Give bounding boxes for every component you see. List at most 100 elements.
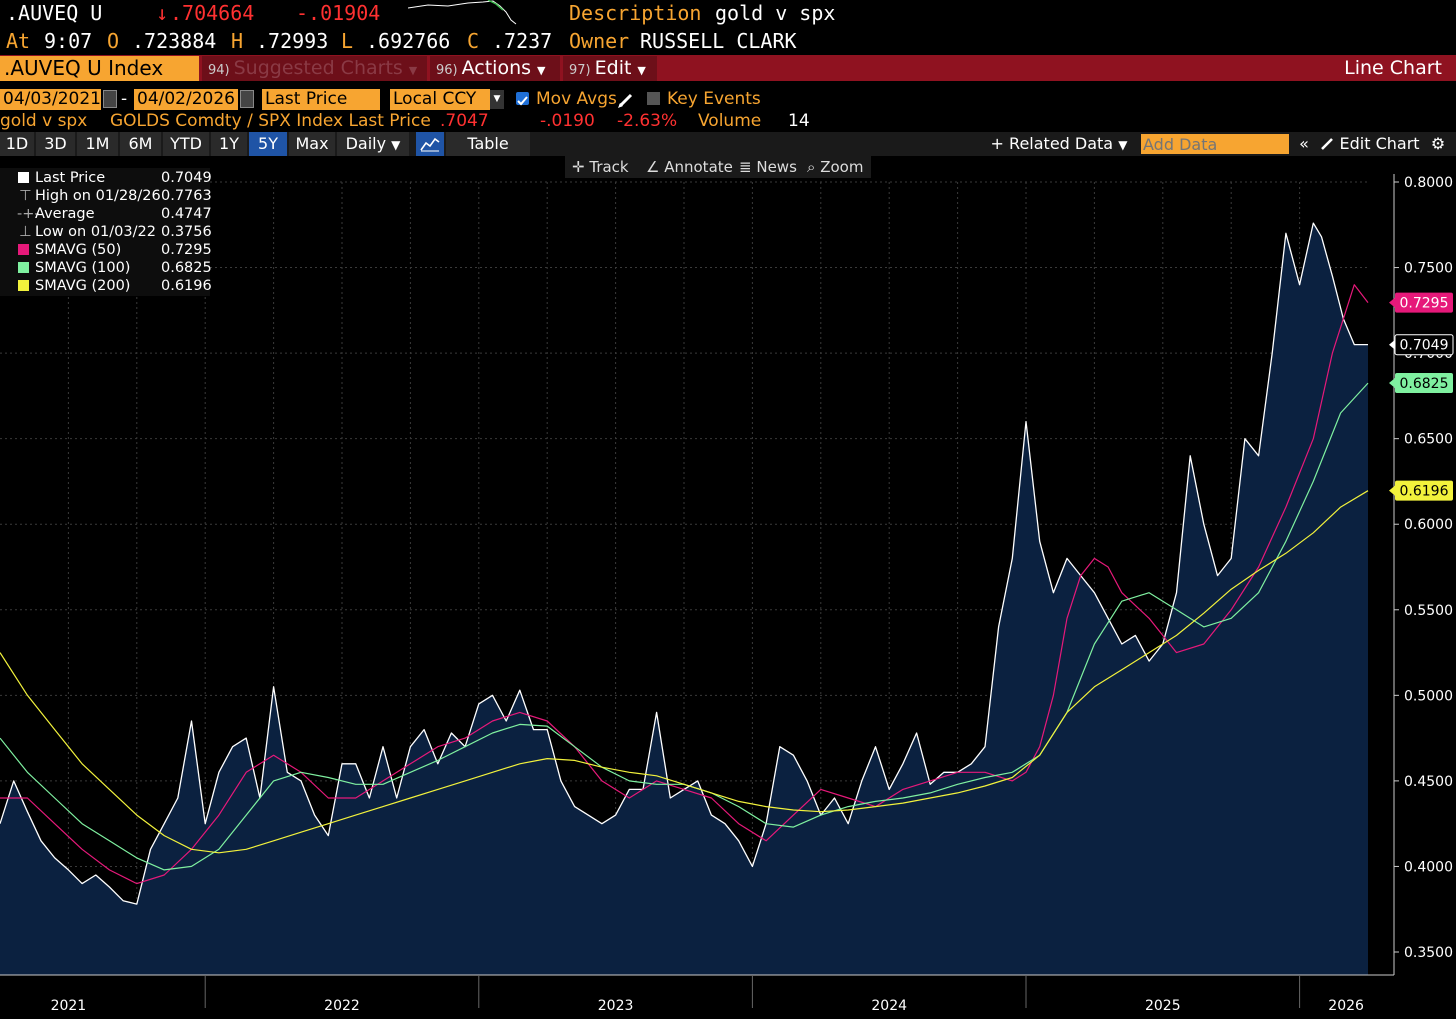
legend-swatch: [18, 244, 29, 255]
chart-legend: [0, 168, 210, 296]
security-field[interactable]: .AUVEQ U Index: [0, 56, 199, 81]
zoom-tool[interactable]: ⌕ Zoom: [807, 156, 863, 178]
table-button[interactable]: Table: [446, 132, 530, 156]
x-tick-label: 2026: [1328, 998, 1364, 1014]
check-icon: [517, 96, 528, 106]
calendar-icon[interactable]: [240, 90, 254, 108]
owner-value: RUSSELL CLARK: [640, 29, 797, 53]
mov-avgs-label: Mov Avgs: [536, 89, 617, 109]
suggested-charts-menu[interactable]: 94) Suggested Charts ▼: [202, 56, 427, 81]
gear-icon[interactable]: ⚙: [1427, 132, 1449, 156]
change-arrow: ↓: [156, 1, 169, 25]
news-tool[interactable]: ≣ News: [739, 156, 797, 178]
average-marker-icon: -+-: [17, 206, 40, 222]
period-max[interactable]: Max: [289, 132, 335, 156]
legend-item-last-price[interactable]: Last Price 0.7049: [6, 169, 212, 187]
crosshair-icon: ✛: [572, 158, 585, 176]
period-5y[interactable]: 5Y: [249, 132, 287, 156]
mov-avgs-checkbox[interactable]: [516, 92, 529, 106]
value-tag-pointer: [1389, 485, 1395, 496]
field-select[interactable]: Last Price: [262, 89, 380, 110]
legend-label: SMAVG (200): [35, 278, 131, 294]
search-icon: ⌕: [807, 158, 816, 176]
x-tick-label: 2024: [871, 998, 907, 1014]
menu-label: Actions: [461, 57, 532, 79]
menu-num: 96): [436, 63, 458, 78]
calendar-icon[interactable]: [103, 90, 117, 108]
series-line-smavg-200: [0, 490, 1369, 854]
description-value: gold v spx: [715, 1, 836, 25]
legend-value: 0.7049: [161, 170, 212, 186]
legend-value: 0.4747: [161, 206, 212, 222]
end-date-field[interactable]: 04/02/2026: [134, 89, 238, 110]
series-change: -.0190: [540, 111, 595, 131]
legend-swatch: [18, 172, 29, 183]
start-date-field[interactable]: 04/03/2021: [0, 89, 101, 110]
value-tag-label: 0.6196: [1400, 484, 1449, 500]
volume-label: Volume: [698, 111, 762, 131]
x-tick-label: 2023: [598, 998, 634, 1014]
actions-menu[interactable]: 96) Actions ▼: [430, 56, 560, 81]
y-tick-label: 0.7500: [1404, 261, 1453, 277]
net-change: -.01904: [296, 1, 381, 25]
edit-chart-button[interactable]: Edit Chart: [1320, 132, 1420, 156]
series-info-row: gold v spx: [0, 111, 87, 132]
edit-chart-label: Edit Chart: [1339, 134, 1420, 153]
legend-value: 0.7763: [161, 188, 212, 204]
legend-label: Low on 01/03/22: [35, 224, 156, 240]
chart-type-label[interactable]: Line Chart: [1344, 57, 1442, 79]
y-tick-label: 0.6000: [1404, 517, 1453, 533]
annotate-label: Annotate: [664, 158, 733, 176]
period-6m[interactable]: 6M: [120, 132, 161, 156]
value-tag-box: [1395, 292, 1453, 313]
legend-label: Last Price: [35, 170, 106, 186]
currency-select[interactable]: Local CCY: [390, 89, 490, 110]
value-tag-label: 0.7049: [1400, 338, 1449, 354]
legend-item-smavg-200[interactable]: SMAVG (200) 0.6196: [6, 277, 212, 295]
edit-menu[interactable]: 97) Edit ▼: [563, 56, 657, 81]
annotate-tool[interactable]: ∠ Annotate: [646, 156, 733, 178]
menu-label: Suggested Charts: [233, 57, 403, 79]
value-tag-pointer: [1389, 378, 1395, 389]
legend-swatch: [18, 280, 29, 291]
news-icon: ≣: [739, 158, 752, 176]
period-1y[interactable]: 1Y: [211, 132, 247, 156]
ticker-symbol: .AUVEQ U: [6, 1, 103, 25]
related-data-menu[interactable]: + Related Data ▼: [990, 132, 1128, 156]
period-1d[interactable]: 1D: [0, 132, 34, 156]
chevron-down-icon: ▼: [637, 64, 646, 77]
period-ytd[interactable]: YTD: [163, 132, 209, 156]
period-3d[interactable]: 3D: [36, 132, 75, 156]
collapse-icon[interactable]: «: [1293, 132, 1315, 156]
frequency-select[interactable]: Daily ▼: [337, 132, 409, 156]
low-value: .692766: [366, 29, 451, 53]
y-tick-label: 0.4000: [1404, 859, 1453, 875]
legend-label: Average: [35, 206, 95, 222]
key-events-checkbox[interactable]: [647, 92, 660, 105]
legend-item-smavg-50[interactable]: SMAVG (50) 0.7295: [6, 241, 212, 259]
track-tool[interactable]: ✛ Track: [572, 156, 629, 178]
period-1m[interactable]: 1M: [77, 132, 118, 156]
chevron-down-icon[interactable]: ▼: [490, 90, 504, 109]
line-chart-icon[interactable]: [416, 132, 444, 156]
chevron-down-icon: ▼: [408, 64, 418, 77]
price-chart[interactable]: 0.3500 0.4000 0.4500 0.5000 0.5500 0.6000 0.65…: [0, 160, 1456, 1019]
close-label: C: [467, 29, 480, 53]
pencil-icon[interactable]: [617, 91, 635, 109]
y-tick-label: 0.6500: [1404, 432, 1453, 448]
add-data-input[interactable]: [1141, 134, 1289, 154]
legend-item-smavg-100[interactable]: SMAVG (100) 0.6825: [6, 259, 212, 277]
legend-label: High on 01/28/26: [35, 188, 161, 204]
menu-num: 94): [208, 63, 230, 78]
y-tick-label: 0.5500: [1404, 603, 1453, 619]
sparkline: [408, 0, 517, 25]
close-value: .7237: [492, 29, 553, 53]
price-area-fill: [0, 223, 1368, 976]
y-tick-label: 0.3500: [1404, 945, 1453, 961]
owner-label: Owner: [569, 29, 630, 53]
chart-tools-bar: [565, 156, 871, 178]
chevron-down-icon: ▼: [391, 138, 401, 152]
zoom-label: Zoom: [820, 158, 864, 176]
legend-item-average: -+- Average 0.4747: [6, 205, 212, 223]
series-pct-change: -2.63%: [617, 111, 678, 131]
